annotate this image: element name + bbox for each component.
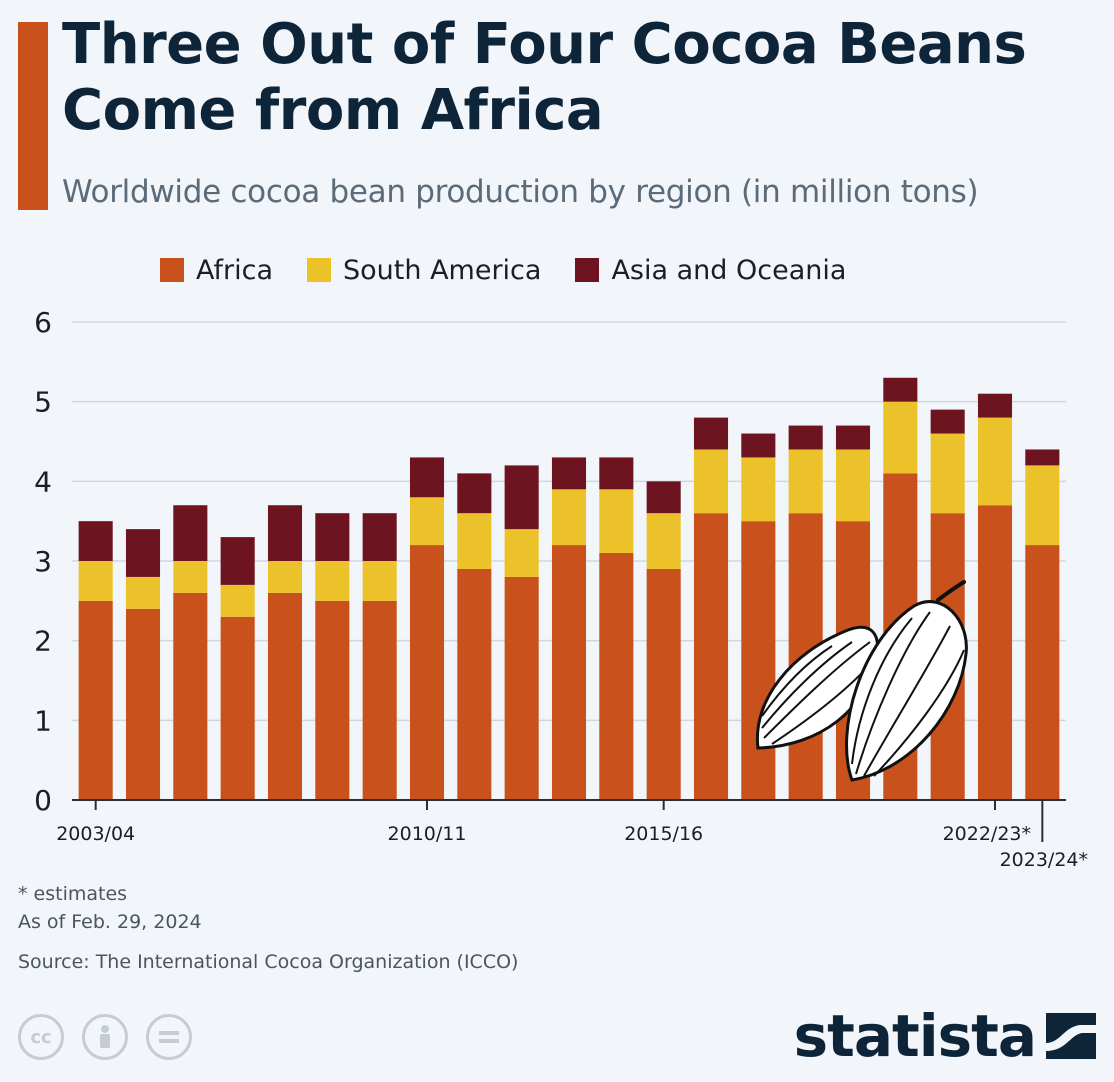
bar-segment-asia-and-oceania — [267, 505, 303, 561]
bar-segment-south-america — [267, 561, 303, 593]
bar-segment-asia-and-oceania — [883, 377, 918, 402]
bar-segment-asia-and-oceania — [173, 505, 208, 561]
bar-segment-south-america — [362, 561, 397, 601]
bar-segment-asia-and-oceania — [220, 537, 255, 585]
bar-segment-africa — [362, 600, 397, 800]
y-tick-label: 1 — [34, 704, 52, 737]
bar-segment-south-america — [930, 433, 965, 514]
y-tick-label: 3 — [34, 545, 52, 578]
x-tick-label: 2010/11 — [388, 823, 467, 845]
bar-segment-africa — [125, 608, 161, 800]
bar-segment-asia-and-oceania — [1025, 449, 1060, 466]
license-icons: cc — [18, 1014, 210, 1060]
bar-segment-south-america — [125, 576, 161, 609]
legend-label-africa: Africa — [196, 254, 274, 286]
bar-segment-asia-and-oceania — [788, 425, 823, 450]
bar-segment-south-america — [551, 489, 587, 546]
footnotes: * estimates As of Feb. 29, 2024 Source: … — [18, 880, 518, 976]
attribution-icon[interactable] — [82, 1014, 128, 1060]
brand-name: statista — [793, 1002, 1037, 1070]
bar-segment-africa — [267, 592, 303, 800]
legend-item-asia-oceania: Asia and Oceania — [575, 255, 846, 286]
bar-segment-africa — [220, 616, 255, 800]
title-accent-bar — [18, 22, 48, 210]
y-tick-label: 5 — [34, 386, 52, 419]
y-tick-label: 6 — [34, 306, 52, 339]
legend-swatch-asia-oceania — [575, 258, 600, 282]
bar-segment-asia-and-oceania — [78, 521, 113, 561]
bar-segment-asia-and-oceania — [315, 513, 350, 561]
bar-segment-south-america — [693, 449, 729, 514]
chart-legend: Africa South America Asia and Oceania — [160, 250, 1060, 290]
bar-segment-asia-and-oceania — [409, 457, 445, 498]
y-tick-label: 0 — [34, 784, 52, 817]
bar-segment-asia-and-oceania — [551, 457, 587, 490]
y-tick-label: 4 — [34, 465, 52, 498]
statista-mark-icon — [1046, 1013, 1096, 1059]
chart-title: Three Out of Four Cocoa Beans Come from … — [62, 12, 1027, 143]
bar-segment-africa — [409, 545, 445, 800]
y-tick-label: 2 — [34, 625, 52, 658]
cocoa-bean-icon — [755, 580, 968, 782]
bar-segment-south-america — [599, 489, 634, 554]
bar-segment-africa — [457, 568, 492, 800]
bar-segment-south-america — [220, 584, 255, 617]
bar-segment-south-america — [1025, 465, 1060, 546]
legend-label-south-america: South America — [343, 254, 542, 286]
bar-segment-south-america — [883, 401, 918, 474]
bar-segment-south-america — [315, 561, 350, 601]
bar-segment-asia-and-oceania — [835, 425, 871, 450]
bar-segment-south-america — [788, 449, 823, 514]
bar-segment-africa — [173, 592, 208, 800]
legend-swatch-africa — [160, 258, 184, 282]
footnote-as-of: As of Feb. 29, 2024 — [18, 911, 202, 933]
bar-segment-south-america — [409, 497, 445, 546]
bar-segment-africa — [1025, 545, 1060, 800]
legend-swatch-south-america — [307, 258, 332, 282]
bar-segment-south-america — [977, 417, 1013, 506]
bar-segment-south-america — [457, 513, 492, 569]
bar-segment-africa — [504, 576, 539, 800]
no-derivatives-icon[interactable] — [146, 1014, 192, 1060]
bar-segment-south-america — [173, 561, 208, 593]
bar-segment-africa — [741, 521, 776, 800]
bar-segment-asia-and-oceania — [599, 457, 634, 490]
bar-segment-asia-and-oceania — [741, 433, 776, 458]
bar-segment-asia-and-oceania — [693, 417, 729, 450]
bar-segment-africa — [78, 600, 113, 800]
bar-segment-south-america — [78, 561, 113, 601]
bar-segment-africa — [599, 553, 634, 800]
x-tick-label: 2003/04 — [56, 823, 135, 845]
legend-item-africa: Africa — [160, 255, 273, 286]
bar-segment-asia-and-oceania — [457, 473, 492, 514]
bar-segment-asia-and-oceania — [646, 481, 681, 514]
bar-segment-south-america — [504, 529, 539, 577]
legend-label-asia-oceania: Asia and Oceania — [611, 254, 847, 286]
bar-segment-south-america — [741, 457, 776, 522]
stacked-bar-chart: 0 1 2 3 4 5 6 2003/04 2010/11 2015/16 2022/23* 2023… — [34, 306, 1088, 871]
bar-segment-south-america — [646, 513, 681, 569]
bar-segment-asia-and-oceania — [504, 465, 539, 530]
statista-logo[interactable]: statista — [794, 1002, 1096, 1070]
bar-segment-asia-and-oceania — [977, 393, 1013, 418]
bar-segment-africa — [551, 545, 587, 800]
x-tick-label: 2022/23* — [943, 823, 1031, 845]
chart-subtitle: Worldwide cocoa bean production by regio… — [62, 174, 979, 210]
legend-item-south-america: South America — [307, 255, 541, 286]
bar-segment-asia-and-oceania — [125, 529, 161, 577]
bar-segment-south-america — [835, 449, 871, 522]
bar-segment-asia-and-oceania — [362, 513, 397, 561]
bar-segment-asia-and-oceania — [930, 409, 965, 434]
bar-segment-africa — [315, 600, 350, 800]
x-tick-label: 2023/24* — [1000, 849, 1088, 871]
bar-segment-africa — [646, 568, 681, 800]
bar-segment-africa — [693, 513, 729, 800]
footnote-estimates: * estimates — [18, 883, 128, 905]
cc-icon[interactable]: cc — [18, 1014, 64, 1060]
footnote-source: Source: The International Cocoa Organiza… — [18, 951, 519, 973]
x-tick-label: 2015/16 — [624, 823, 703, 845]
bar-segment-africa — [977, 505, 1013, 800]
